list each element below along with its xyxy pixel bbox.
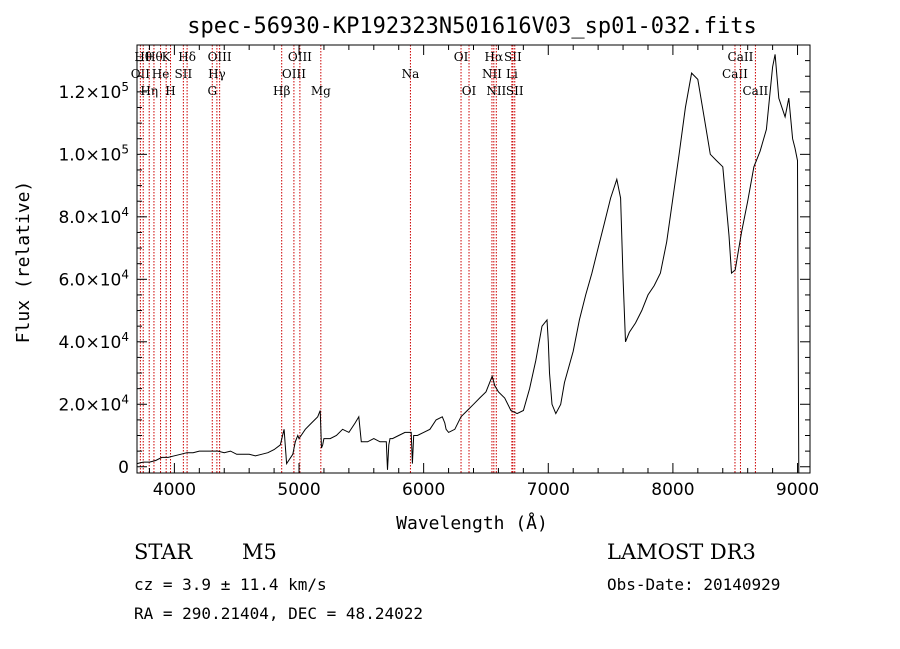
y-tick-label: 8.0×104 — [58, 205, 129, 228]
x-tick-label: 5000 — [277, 480, 320, 500]
spectral-line-label: Hη — [140, 84, 158, 98]
object-subclass: M5 — [242, 540, 277, 564]
y-tick-label: 0 — [118, 458, 129, 478]
spectral-line-label: NII — [482, 67, 502, 81]
spectral-line-label: CaII — [728, 50, 754, 64]
spectral-line-label: H — [165, 84, 175, 98]
object-class: STAR — [134, 540, 193, 564]
spectral-line-label: SII — [504, 50, 522, 64]
x-tick-label: 7000 — [527, 480, 570, 500]
chart-title: spec-56930-KP192323N501616V03_sp01-032.f… — [187, 14, 757, 39]
y-tick-label: 1.2×105 — [58, 80, 129, 103]
x-axis-label: Wavelength (Å) — [396, 512, 548, 534]
x-tick-label: 6000 — [402, 480, 445, 500]
spectral-line-label: SII — [175, 67, 193, 81]
x-tick-label: 4000 — [153, 480, 196, 500]
x-tick-label: 8000 — [651, 480, 694, 500]
spectral-line-label: NII — [486, 84, 506, 98]
y-tick-label: 1.0×105 — [58, 142, 129, 165]
spectral-line-markers: OIIHθHηHθHeKHSIIHδGHγOIIIHβOIIIOIIIMgNaO… — [131, 45, 769, 473]
spectral-line-label: OIII — [208, 50, 232, 64]
spectral-line-label: Na — [402, 67, 420, 81]
spectral-line-label: Hβ — [273, 84, 290, 98]
spectral-line-label: Li — [506, 67, 518, 81]
spectral-line-label: CaII — [742, 84, 768, 98]
ra-dec-coords: RA = 290.21404, DEC = 48.24022 — [134, 604, 423, 623]
spectral-line-label: OI — [462, 84, 477, 98]
series-flux — [136, 54, 800, 474]
obs-date: Obs-Date: 20140929 — [607, 575, 781, 594]
series-layer — [136, 54, 800, 474]
spectral-line-label: OIII — [288, 50, 312, 64]
y-tick-label: 4.0×104 — [58, 330, 129, 353]
spectral-line-label: Hγ — [208, 67, 226, 81]
y-tick-label: 6.0×104 — [58, 267, 129, 290]
plot-frame — [136, 44, 811, 474]
spectral-line-label: Hδ — [178, 50, 196, 64]
x-tick-label: 9000 — [776, 480, 819, 500]
redshift-cz: cz = 3.9 ± 11.4 km/s — [134, 575, 327, 594]
y-tick-label: 2.0×104 — [58, 392, 129, 415]
y-axis-label: Flux (relative) — [13, 181, 34, 344]
axes-layer: 4000 5000 6000 7000 8000 9000 0 2.0×104 4.0×104 6… — [58, 45, 819, 500]
spectral-line-label: OIII — [282, 67, 306, 81]
spectral-line-label: SII — [506, 84, 524, 98]
spectral-line-label: Mg — [311, 84, 331, 98]
spectral-line-label: CaII — [722, 67, 748, 81]
spectral-line-label: OI — [454, 50, 469, 64]
survey-name: LAMOST DR3 — [607, 540, 756, 564]
spectral-line-label: Hθ — [145, 50, 163, 64]
spectral-line-label: OII — [131, 67, 151, 81]
spectral-line-label: K — [162, 50, 172, 64]
spectral-line-label: Hα — [485, 50, 504, 64]
spectrum-chart: spec-56930-KP192323N501616V03_sp01-032.f… — [13, 14, 819, 534]
spectral-line-label: G — [207, 84, 217, 98]
spectral-line-label: He — [152, 67, 170, 81]
